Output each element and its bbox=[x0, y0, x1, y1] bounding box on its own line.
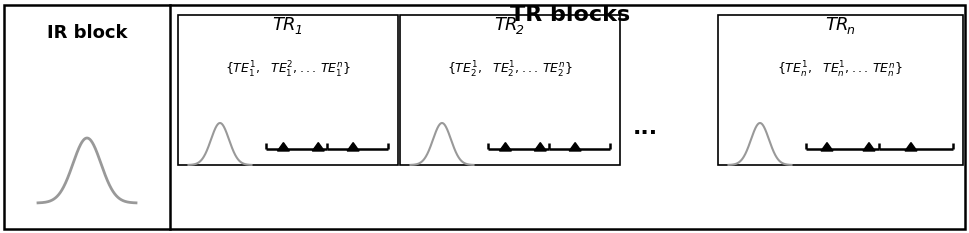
Text: $\{TE_1^1,$  $TE_1^2,...\,TE_1^n\}$: $\{TE_1^1,$ $TE_1^2,...\,TE_1^n\}$ bbox=[225, 60, 351, 80]
Polygon shape bbox=[862, 143, 874, 151]
Polygon shape bbox=[534, 143, 546, 151]
Polygon shape bbox=[820, 143, 832, 151]
Polygon shape bbox=[569, 143, 580, 151]
Text: TR blocks: TR blocks bbox=[510, 5, 630, 25]
Text: ...: ... bbox=[632, 118, 657, 138]
Text: TR: TR bbox=[824, 16, 847, 34]
Bar bbox=[717, 15, 962, 165]
Text: $\{TE_n^1,$  $TE_n^1,...\,TE_n^n\}$: $\{TE_n^1,$ $TE_n^1,...\,TE_n^n\}$ bbox=[777, 60, 902, 80]
Text: IR block: IR block bbox=[47, 24, 127, 42]
Polygon shape bbox=[347, 143, 359, 151]
Text: 1: 1 bbox=[294, 24, 301, 37]
Text: n: n bbox=[846, 24, 854, 37]
Text: TR: TR bbox=[272, 16, 296, 34]
Polygon shape bbox=[312, 143, 324, 151]
Text: TR: TR bbox=[494, 16, 517, 34]
Text: $\{TE_2^1,$  $TE_2^1,...\,TE_2^n\}$: $\{TE_2^1,$ $TE_2^1,...\,TE_2^n\}$ bbox=[447, 60, 573, 80]
Bar bbox=[178, 15, 397, 165]
Polygon shape bbox=[277, 143, 289, 151]
Text: 2: 2 bbox=[516, 24, 523, 37]
Polygon shape bbox=[904, 143, 916, 151]
Bar bbox=[399, 15, 619, 165]
Polygon shape bbox=[499, 143, 511, 151]
